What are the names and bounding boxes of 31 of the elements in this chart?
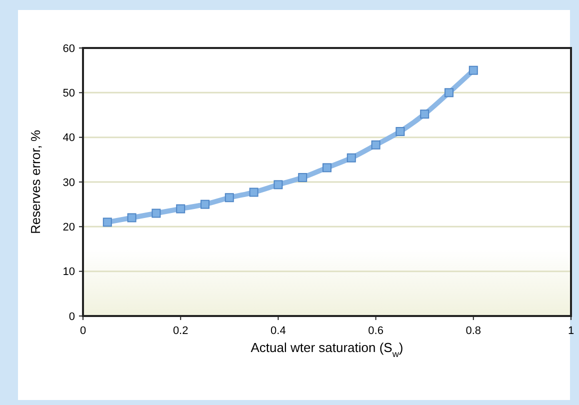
x-tick-label: 1 xyxy=(568,325,574,337)
point xyxy=(102,218,112,227)
y-tick-label: 20 xyxy=(62,222,75,234)
point xyxy=(249,188,258,197)
point xyxy=(298,173,308,182)
point xyxy=(152,208,161,218)
x-tick-label: 0.2 xyxy=(172,325,188,337)
point xyxy=(346,153,356,162)
x-axis-title: Actual wter saturation (S$_{w}$) xyxy=(250,340,404,359)
point xyxy=(224,193,234,202)
y-axis-title: Reserves error, % xyxy=(28,130,43,234)
x-tick-label: 0.4 xyxy=(270,325,286,337)
y-tick-label: 60 xyxy=(62,42,75,55)
point xyxy=(396,127,405,136)
point xyxy=(200,200,210,209)
point xyxy=(444,88,454,98)
point xyxy=(420,110,430,119)
point xyxy=(274,180,283,190)
y-tick-label: 50 xyxy=(62,88,75,100)
y-tick-label: 40 xyxy=(62,132,75,144)
y-tick-label: 0 xyxy=(68,310,75,323)
y-tick-label: 30 xyxy=(62,176,75,189)
x-tick-label: 0.6 xyxy=(368,325,384,337)
point xyxy=(127,213,136,222)
y-tick-label: 10 xyxy=(62,266,75,278)
point xyxy=(371,140,380,150)
point xyxy=(468,66,478,75)
point xyxy=(322,163,332,172)
x-tick-label: 0 xyxy=(80,325,86,337)
x-tick-label: 0.8 xyxy=(466,325,482,337)
point xyxy=(176,204,186,214)
